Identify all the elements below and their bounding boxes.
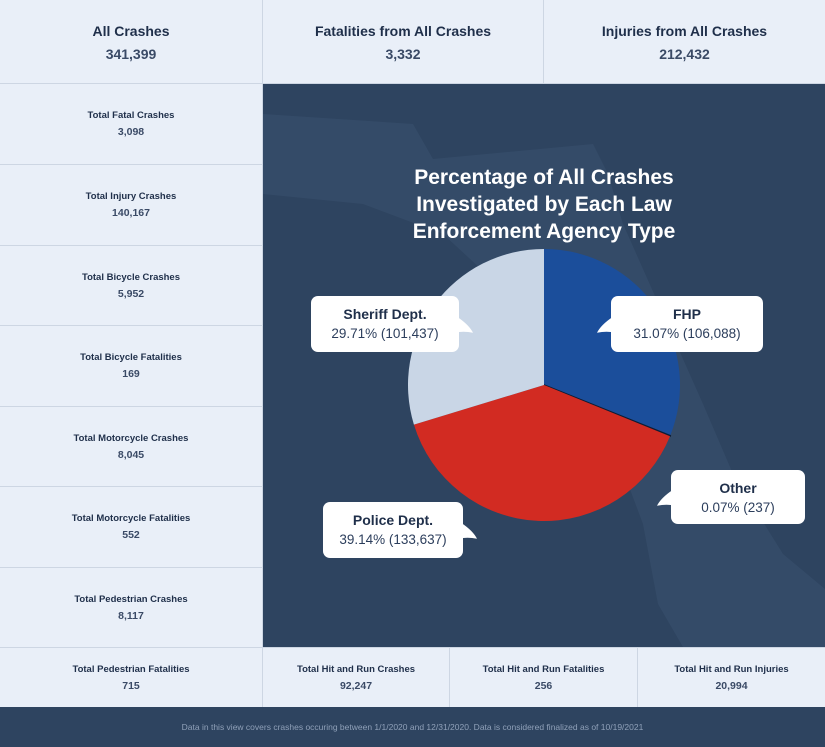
callout-box — [611, 296, 763, 352]
stat-label: All Crashes — [92, 22, 170, 39]
slice-label-sheriff-dept: Sheriff Dept. — [343, 306, 426, 322]
stat-label: Total Motorcycle Fatalities — [71, 513, 191, 524]
stat-label: Fatalities from All Crashes — [314, 22, 492, 39]
divider — [0, 406, 262, 407]
callout-pointer — [455, 316, 473, 333]
stat-value: 341,399 — [105, 45, 157, 62]
callouts: FHP 31.07% (106,088) Other 0.07% (237) Polic… — [311, 296, 805, 558]
stat-total-hit-and-run-fatalities: Total Hit and Run Fatalities 256 — [450, 648, 637, 707]
divider — [0, 325, 262, 326]
stat-label: Total Hit and Run Injuries — [674, 663, 789, 675]
stat-value: 8,117 — [118, 609, 144, 622]
chart-title-line-3: Enforcement Agency Type — [413, 220, 676, 243]
stat-total-fatal-crashes: Total Fatal Crashes 3,098 — [0, 84, 262, 164]
callout-pointer — [597, 316, 615, 333]
divider — [262, 0, 263, 84]
chart-panel: Percentage of All Crashes Investigated b… — [263, 84, 825, 647]
stat-label: Total Bicycle Fatalities — [80, 352, 182, 363]
stat-total-motorcycle-fatalities: Total Motorcycle Fatalities 552 — [0, 487, 262, 567]
callout-pointer — [459, 522, 477, 539]
stat-total-bicycle-crashes: Total Bicycle Crashes 5,952 — [0, 246, 262, 325]
divider — [0, 164, 262, 165]
callout-sheriff-dept: Sheriff Dept. 29.71% (101,437) — [311, 296, 473, 352]
chart-title-line-1: Percentage of All Crashes — [414, 166, 674, 189]
stat-total-pedestrian-fatalities: Total Pedestrian Fatalities 715 — [0, 648, 262, 707]
stat-value: 5,952 — [117, 287, 145, 300]
stat-injuries-all-crashes: Injuries from All Crashes 212,432 — [544, 0, 825, 84]
stat-value: 140,167 — [112, 207, 150, 219]
callout-police-dept: Police Dept. 39.14% (133,637) — [323, 502, 477, 558]
stat-label: Total Pedestrian Crashes — [74, 593, 188, 605]
stat-value: 552 — [122, 529, 140, 541]
divider — [637, 648, 638, 707]
divider — [262, 84, 263, 707]
stat-label: Total Motorcycle Crashes — [73, 432, 189, 444]
stat-value: 3,098 — [117, 126, 145, 138]
footer-note: Data in this view covers crashes occurin… — [0, 707, 825, 747]
divider — [543, 0, 544, 84]
pie-slice-sheriff-dept — [408, 249, 544, 425]
slice-label-fhp: FHP — [673, 306, 701, 322]
slice-value-police-dept: 39.14% (133,637) — [339, 532, 446, 547]
stat-value: 212,432 — [659, 45, 710, 62]
divider — [0, 83, 825, 84]
slice-label-police-dept: Police Dept. — [353, 512, 433, 528]
stat-label: Total Fatal Crashes — [87, 110, 175, 121]
callout-box — [671, 470, 805, 524]
callout-other: Other 0.07% (237) — [657, 470, 805, 524]
stat-fatalities-all-crashes: Fatalities from All Crashes 3,332 — [263, 0, 543, 84]
callout-box — [311, 296, 459, 352]
slice-value-other: 0.07% (237) — [701, 500, 775, 515]
stat-value: 8,045 — [117, 448, 145, 461]
callout-fhp: FHP 31.07% (106,088) — [597, 296, 763, 352]
slice-value-sheriff-dept: 29.71% (101,437) — [331, 326, 438, 341]
stat-value: 92,247 — [339, 679, 373, 692]
stat-value: 715 — [122, 679, 140, 692]
slice-label-other: Other — [719, 480, 757, 496]
divider — [449, 648, 450, 707]
stat-total-motorcycle-crashes: Total Motorcycle Crashes 8,045 — [0, 407, 262, 486]
stat-total-injury-crashes: Total Injury Crashes 140,167 — [0, 165, 262, 245]
stat-label: Total Hit and Run Fatalities — [482, 663, 605, 675]
pie-slice-police-dept — [413, 385, 670, 521]
stat-label: Total Pedestrian Fatalities — [72, 663, 190, 675]
stat-label: Total Bicycle Crashes — [81, 271, 181, 283]
callout-box — [323, 502, 463, 558]
divider — [0, 486, 262, 487]
pie-slice-other — [543, 384, 672, 438]
callout-pointer — [657, 489, 675, 506]
pie-chart: Percentage of All Crashes Investigated b… — [263, 114, 825, 647]
stat-label: Injuries from All Crashes — [601, 22, 768, 39]
divider — [0, 647, 825, 648]
stat-total-hit-and-run-injuries: Total Hit and Run Injuries 20,994 — [638, 648, 825, 707]
stat-total-bicycle-fatalities: Total Bicycle Fatalities 169 — [0, 326, 262, 406]
stat-total-hit-and-run-crashes: Total Hit and Run Crashes 92,247 — [263, 648, 449, 707]
slice-value-fhp: 31.07% (106,088) — [633, 326, 740, 341]
pie-slices — [408, 249, 680, 521]
stat-value: 3,332 — [385, 45, 421, 62]
stat-label: Total Hit and Run Crashes — [296, 663, 416, 675]
stat-label: Total Injury Crashes — [85, 191, 177, 202]
stat-value: 20,994 — [715, 679, 748, 692]
stat-value: 256 — [534, 679, 553, 692]
stat-all-crashes: All Crashes 341,399 — [0, 0, 262, 84]
divider — [0, 567, 262, 568]
stat-value: 169 — [122, 368, 140, 380]
divider — [0, 245, 262, 246]
stat-total-pedestrian-crashes: Total Pedestrian Crashes 8,117 — [0, 568, 262, 647]
chart-title-line-2: Investigated by Each Law — [416, 193, 672, 216]
